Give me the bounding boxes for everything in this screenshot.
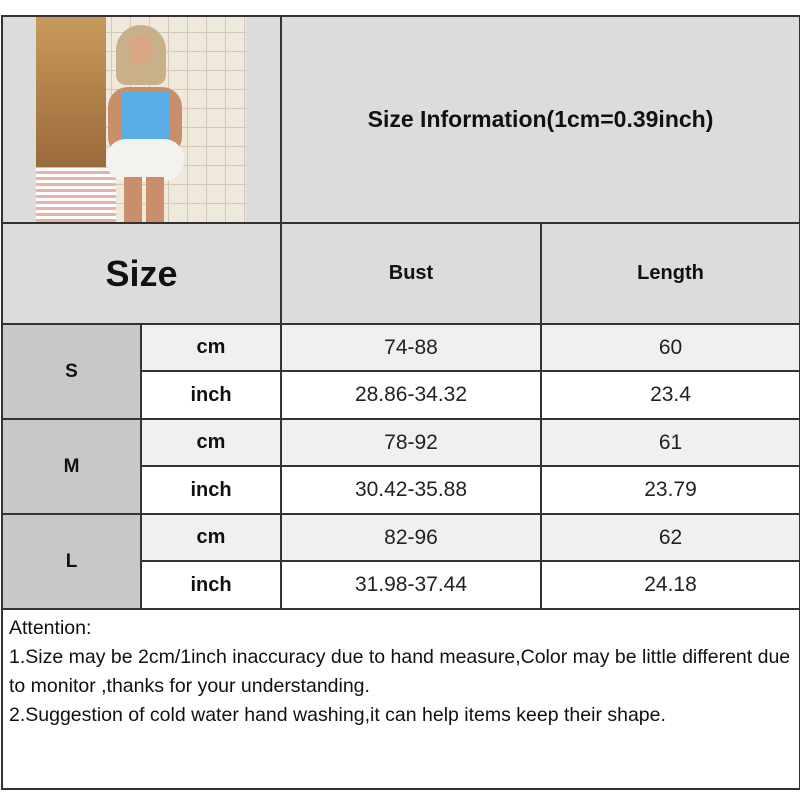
attention-line-1: 1.Size may be 2cm/1inch inaccuracy due t… — [9, 646, 791, 697]
product-photo — [36, 17, 246, 222]
table-row: S cm 74-88 60 — [1, 323, 800, 420]
bust-value: 30.42-35.88 — [280, 465, 542, 515]
chart-title: Size Information(1cm=0.39inch) — [279, 15, 800, 224]
size-header: Size — [1, 222, 282, 325]
length-header: Length — [539, 222, 800, 325]
table-row: inch 28.86-34.32 23.4 — [2, 370, 800, 420]
bust-value: 78-92 — [280, 418, 542, 467]
attention-line-2: 2.Suggestion of cold water hand washing,… — [9, 704, 666, 726]
unit-label: cm — [140, 418, 282, 467]
length-value: 61 — [539, 418, 800, 467]
size-label: M — [1, 418, 142, 515]
size-label: L — [1, 513, 142, 610]
unit-label: inch — [140, 465, 282, 515]
table-row: inch 31.98-37.44 24.18 — [2, 560, 800, 610]
length-value: 23.79 — [539, 465, 800, 515]
bust-value: 31.98-37.44 — [280, 560, 542, 610]
length-value: 23.4 — [539, 370, 800, 420]
bust-header: Bust — [280, 222, 542, 325]
length-value: 24.18 — [539, 560, 800, 610]
size-label: S — [1, 323, 142, 420]
bust-value: 28.86-34.32 — [280, 370, 542, 420]
length-value: 60 — [539, 323, 800, 372]
table-row: M cm 78-92 61 — [1, 418, 800, 515]
unit-label: inch — [140, 560, 282, 610]
attention-heading: Attention: — [9, 617, 92, 639]
table-row: L cm 82-96 62 — [1, 513, 800, 610]
table-row: inch 30.42-35.88 23.79 — [2, 465, 800, 515]
length-value: 62 — [539, 513, 800, 562]
unit-label: inch — [140, 370, 282, 420]
bust-value: 74-88 — [280, 323, 542, 372]
unit-label: cm — [140, 323, 282, 372]
bust-value: 82-96 — [280, 513, 542, 562]
size-chart-table: Size Information(1cm=0.39inch) Size Bust… — [0, 15, 800, 790]
attention-notes: Attention: 1.Size may be 2cm/1inch inacc… — [0, 608, 800, 790]
product-photo-cell — [1, 15, 282, 224]
unit-label: cm — [140, 513, 282, 562]
